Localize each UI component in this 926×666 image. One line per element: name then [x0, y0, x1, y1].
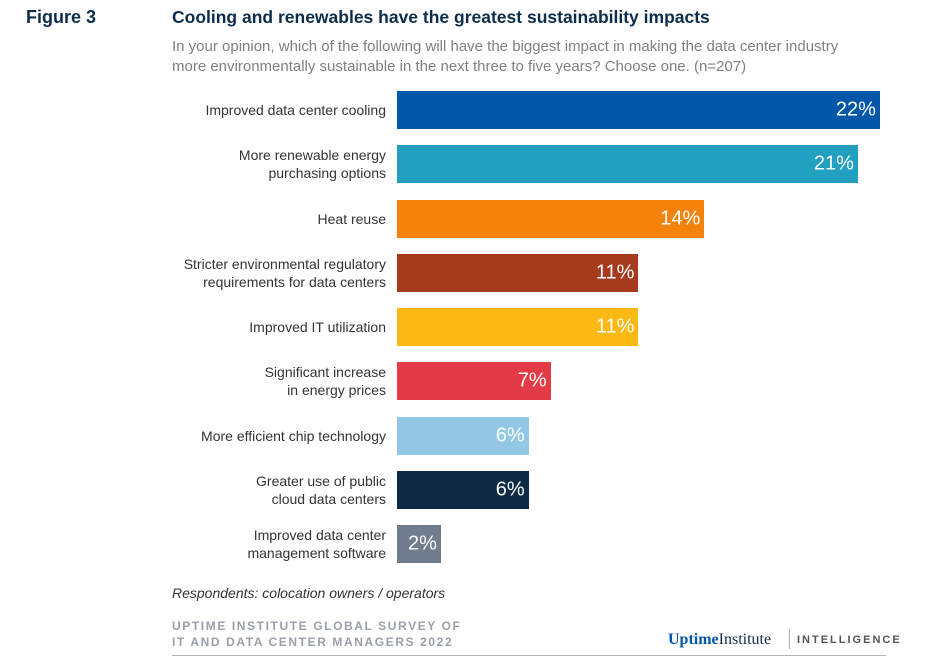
bottom-rule — [172, 655, 886, 656]
value-label: 11% — [595, 261, 635, 284]
source-note: UPTIME INSTITUTE GLOBAL SURVEY OF IT AND… — [172, 619, 462, 649]
category-label: Greater use of public cloud data centers — [256, 472, 386, 507]
value-label: 14% — [660, 207, 701, 229]
category-label: Improved IT utilization — [249, 319, 386, 335]
logo-brand-a: Uptime — [668, 631, 719, 648]
bar: 22% — [397, 91, 880, 129]
value-label: 11% — [595, 315, 635, 338]
bar: 2% — [397, 525, 441, 563]
category-label: Stricter environmental regulatory requir… — [183, 255, 386, 290]
value-label: 7% — [517, 369, 547, 392]
chart-subtitle: In your opinion, which of the following … — [172, 37, 862, 77]
value-label: 6% — [495, 478, 525, 501]
figure-label: Figure 3 — [26, 7, 97, 27]
category-label: Significant increase in energy prices — [264, 364, 386, 399]
bar: 11% — [397, 253, 639, 292]
bar: 11% — [397, 308, 639, 346]
value-label: 22% — [835, 98, 876, 121]
value-label: 21% — [813, 152, 854, 175]
logo-divider — [789, 629, 790, 649]
value-label: 6% — [495, 424, 525, 446]
bar: 6% — [397, 416, 529, 455]
category-label: Improved data center management software — [247, 527, 386, 561]
value-label: 2% — [407, 532, 437, 555]
logo-suffix: INTELLIGENCE — [797, 634, 902, 646]
bar: 6% — [397, 470, 529, 509]
bar: 7% — [397, 362, 551, 401]
category-label: More efficient chip technology — [201, 427, 386, 444]
chart-title: Cooling and renewables have the greatest… — [172, 7, 710, 27]
bar: 21% — [397, 145, 858, 184]
logo-brand-b: Institute — [718, 631, 772, 648]
category-label: Improved data center cooling — [205, 102, 386, 118]
bar: 14% — [397, 199, 705, 238]
uptime-institute-logo: UptimeInstitute — [668, 631, 771, 649]
category-label: More renewable energy purchasing options — [238, 147, 386, 182]
subtitle-text: In your opinion, which of the following … — [172, 38, 839, 75]
respondents-note: Respondents: colocation owners / operato… — [172, 585, 446, 601]
category-label: Heat reuse — [317, 210, 386, 227]
